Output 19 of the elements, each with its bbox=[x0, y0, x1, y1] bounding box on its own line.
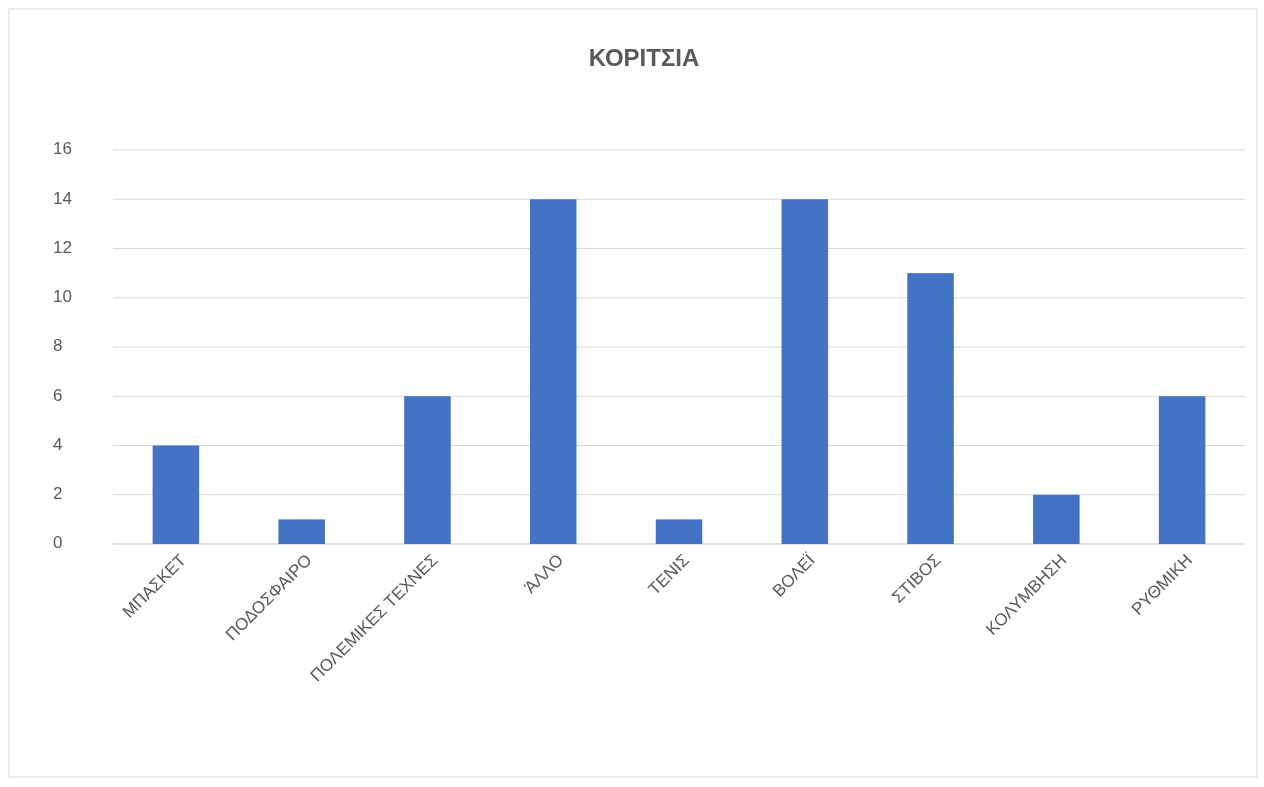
y-tick-label: 10 bbox=[53, 287, 72, 307]
bar bbox=[1158, 396, 1206, 544]
y-tick-label: 0 bbox=[53, 533, 63, 553]
y-tick-label: 8 bbox=[53, 336, 63, 356]
y-tick-label: 14 bbox=[53, 188, 72, 208]
y-tick-label: 4 bbox=[53, 434, 63, 454]
bar bbox=[1033, 494, 1080, 544]
bar bbox=[404, 396, 451, 544]
chart-title: ΚΟΡΙΤΣΙΑ bbox=[588, 44, 700, 71]
y-tick-label: 12 bbox=[53, 237, 72, 257]
bar bbox=[278, 519, 325, 544]
bar bbox=[152, 445, 200, 544]
bar bbox=[529, 199, 577, 544]
y-tick-label: 6 bbox=[53, 385, 63, 405]
bar bbox=[907, 273, 954, 544]
bar bbox=[781, 199, 829, 544]
bar bbox=[655, 519, 703, 544]
y-tick-label: 16 bbox=[53, 139, 72, 159]
y-tick-label: 2 bbox=[53, 484, 63, 504]
